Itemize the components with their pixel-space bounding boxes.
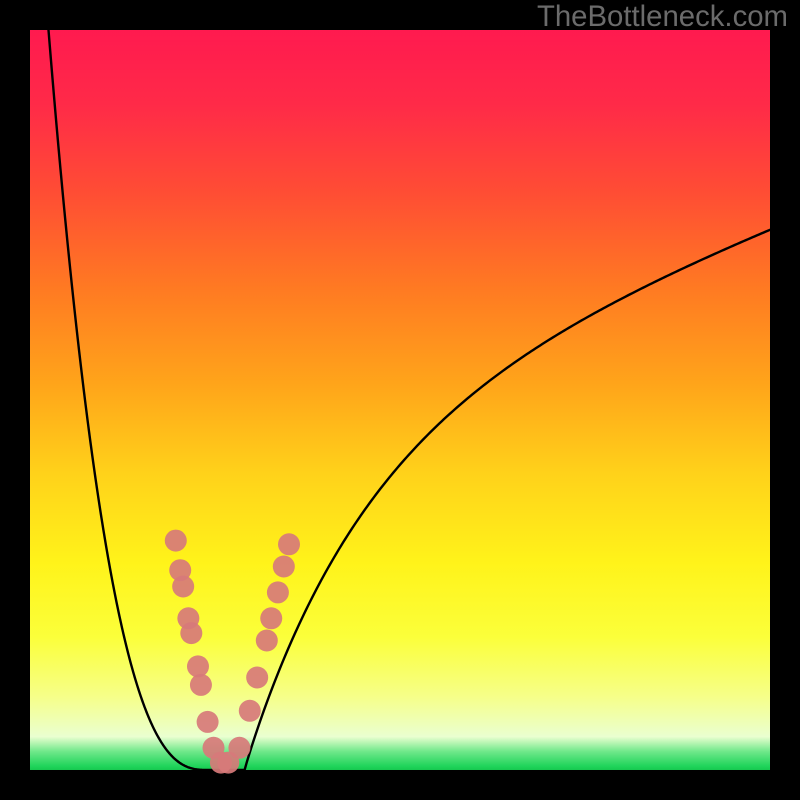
data-marker [172,575,194,597]
data-marker [239,700,261,722]
data-marker [256,630,278,652]
chart-stage: TheBottleneck.com [0,0,800,800]
data-marker [260,607,282,629]
data-marker [197,711,219,733]
data-marker [187,655,209,677]
watermark-label: TheBottleneck.com [537,0,788,34]
data-marker [228,737,250,759]
bottleneck-chart [0,0,800,800]
data-marker [165,530,187,552]
data-marker [273,556,295,578]
data-marker [180,622,202,644]
data-marker [246,667,268,689]
data-marker [190,674,212,696]
data-marker [278,533,300,555]
data-marker [267,581,289,603]
plot-background [30,30,770,770]
